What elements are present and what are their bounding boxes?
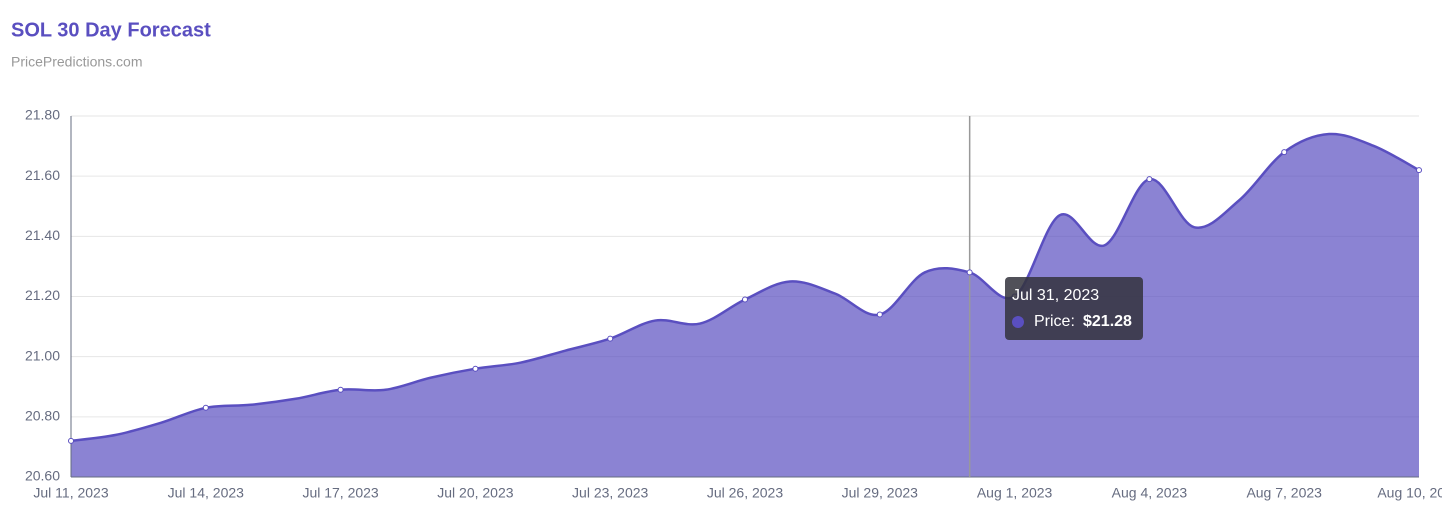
x-tick-label: Aug 1, 2023: [977, 485, 1053, 501]
y-tick-label: 21.20: [25, 287, 60, 303]
area: [71, 133, 1419, 477]
chart-title: SOL 30 Day Forecast: [11, 19, 211, 41]
x-tick-label: Jul 17, 2023: [302, 485, 378, 501]
x-tick-label: Jul 29, 2023: [842, 485, 918, 501]
tooltip: Jul 31, 2023 Price: $21.28: [1005, 277, 1143, 340]
tooltip-value: $21.28: [1083, 313, 1132, 330]
point: [876, 311, 883, 318]
y-tick-label: 21.80: [25, 107, 60, 123]
y-tick-label: 21.00: [25, 347, 60, 363]
y-tick-label: 20.60: [25, 468, 60, 484]
x-tick-label: Jul 11, 2023: [33, 485, 108, 501]
point: [337, 386, 344, 393]
tooltip-title: Jul 31, 2023: [1012, 287, 1099, 304]
point: [1281, 149, 1288, 156]
point: [68, 437, 74, 444]
y-tick-label: 21.40: [25, 227, 60, 243]
hover-point: [966, 269, 973, 276]
point: [1416, 167, 1422, 174]
x-tick-label: Jul 20, 2023: [437, 485, 513, 501]
y-tick-label: 20.80: [25, 408, 60, 424]
line: [70, 132, 1420, 443]
y-tick-label: 21.60: [25, 167, 60, 183]
x-tick-label: Aug 10, 2023: [1377, 485, 1442, 501]
point: [742, 296, 748, 303]
x-tick-label: Aug 7, 2023: [1246, 485, 1322, 501]
x-tick-label: Jul 14, 2023: [168, 485, 244, 501]
point: [607, 335, 614, 342]
point: [1146, 176, 1153, 183]
tooltip-box: [1005, 277, 1143, 340]
point: [202, 404, 209, 411]
chart-subtitle: PricePredictions.com: [11, 54, 143, 70]
point: [472, 365, 479, 372]
tooltip-label: Price:: [1034, 313, 1075, 330]
x-tick-label: Jul 26, 2023: [707, 485, 783, 501]
x-tick-label: Jul 23, 2023: [572, 485, 648, 501]
x-tick-label: Aug 4, 2023: [1112, 485, 1188, 501]
tooltip-swatch: [1012, 316, 1024, 328]
